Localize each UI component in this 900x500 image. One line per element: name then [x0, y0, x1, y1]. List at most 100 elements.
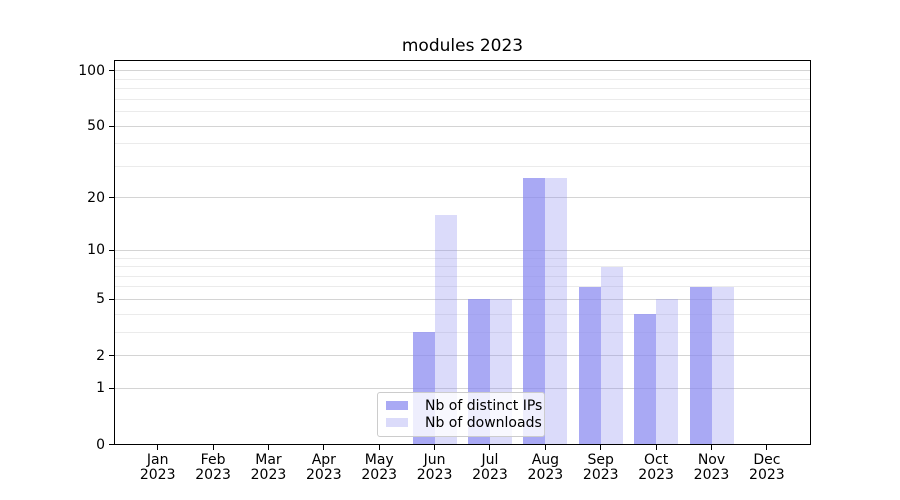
- bar-distinct-ips-aug: [523, 177, 546, 445]
- gridline-minor-80: [114, 88, 811, 90]
- x-tick-label-feb: Feb 2023: [184, 451, 242, 484]
- x-tick-label-jan: Jan 2023: [129, 451, 187, 484]
- bar-distinct-ips-oct: [634, 314, 657, 445]
- x-tick-month: Jan: [146, 451, 169, 468]
- x-tick-label-apr: Apr 2023: [295, 451, 353, 484]
- x-tick-label-mar: Mar 2023: [239, 451, 297, 484]
- gridline-minor-70: [114, 98, 811, 100]
- x-tick-oct: [655, 444, 657, 450]
- bars-layer: [114, 60, 811, 445]
- y-tick-label-10: 10: [87, 242, 105, 259]
- x-tick-label-nov: Nov 2023: [683, 451, 741, 484]
- legend-item-distinct-ips: Nb of distinct IPs: [378, 397, 544, 414]
- y-tick-20: [109, 197, 114, 199]
- gridline-minor-6: [114, 286, 811, 288]
- x-tick-year: 2023: [527, 467, 564, 483]
- x-tick-feb: [212, 444, 214, 450]
- chart-title: modules 2023: [401, 36, 524, 56]
- x-tick-year: 2023: [306, 467, 342, 483]
- x-tick-label-may: May 2023: [350, 451, 408, 484]
- bar-downloads-sep: [600, 266, 623, 445]
- x-tick-year: 2023: [693, 467, 730, 483]
- y-tick-5: [109, 298, 114, 300]
- x-tick-label-aug: Aug 2023: [516, 451, 574, 484]
- x-tick-year: 2023: [195, 467, 231, 483]
- y-tick-100: [109, 70, 114, 72]
- x-tick-label-jul: Jul 2023: [461, 451, 519, 484]
- y-tick-label-1: 1: [96, 380, 105, 397]
- x-tick-month: Dec: [753, 451, 781, 468]
- bar-downloads-oct: [656, 299, 679, 445]
- bar-downloads-aug: [545, 177, 568, 445]
- gridline-major-100: [114, 70, 811, 72]
- legend: Nb of distinct IPs Nb of downloads: [377, 392, 545, 437]
- legend-swatch-distinct-ips: [386, 400, 408, 411]
- gridline-major-20: [114, 197, 811, 199]
- x-tick-aug: [544, 444, 546, 450]
- y-tick-50: [109, 125, 114, 127]
- x-tick-label-oct: Oct 2023: [627, 451, 685, 484]
- y-tick-10: [109, 249, 114, 251]
- x-tick-month: Apr: [311, 451, 336, 468]
- gridline-major-2: [114, 355, 811, 357]
- x-tick-year: 2023: [250, 467, 287, 483]
- x-tick-jul: [489, 444, 491, 450]
- y-tick-label-0: 0: [96, 436, 105, 453]
- x-tick-sep: [600, 444, 602, 450]
- x-tick-jun: [434, 444, 436, 450]
- y-tick-label-5: 5: [96, 291, 105, 308]
- x-tick-year: 2023: [416, 467, 453, 483]
- gridline-minor-60: [114, 111, 811, 113]
- gridline-minor-7: [114, 275, 811, 277]
- x-tick-year: 2023: [139, 467, 176, 483]
- gridline-minor-8: [114, 266, 811, 268]
- legend-item-downloads: Nb of downloads: [378, 414, 544, 431]
- plot-area: [114, 59, 811, 445]
- x-tick-month: Mar: [255, 451, 282, 468]
- x-tick-label-jun: Jun 2023: [406, 451, 464, 484]
- x-tick-dec: [766, 444, 768, 450]
- x-tick-year: 2023: [361, 467, 398, 483]
- x-tick-month: Feb: [200, 451, 226, 468]
- bar-distinct-ips-nov: [689, 286, 712, 445]
- y-tick-label-100: 100: [78, 62, 105, 79]
- x-tick-year: 2023: [582, 467, 619, 483]
- y-tick-label-20: 20: [87, 189, 105, 206]
- gridline-minor-40: [114, 143, 811, 145]
- x-tick-month: Nov: [697, 451, 726, 468]
- x-tick-year: 2023: [472, 467, 508, 483]
- x-tick-label-sep: Sep 2023: [572, 451, 630, 484]
- bar-downloads-jun: [434, 215, 457, 445]
- gridline-major-1: [114, 387, 811, 389]
- gridlines-layer: [114, 60, 811, 445]
- x-tick-may: [378, 444, 380, 450]
- y-tick-label-50: 50: [87, 118, 105, 135]
- gridline-minor-9: [114, 257, 811, 259]
- gridline-major-50: [114, 125, 811, 127]
- legend-label-distinct-ips: Nb of distinct IPs: [425, 397, 543, 414]
- x-tick-mar: [267, 444, 269, 450]
- y-tick-0: [109, 444, 114, 445]
- x-tick-nov: [711, 444, 712, 450]
- x-tick-apr: [323, 444, 325, 450]
- x-tick-month: Sep: [587, 451, 614, 468]
- y-tick-1: [109, 387, 114, 389]
- legend-swatch-downloads: [386, 417, 408, 428]
- x-tick-month: Oct: [644, 451, 669, 468]
- x-tick-year: 2023: [749, 467, 785, 483]
- bar-distinct-ips-sep: [578, 286, 601, 445]
- x-tick-month: May: [364, 451, 394, 468]
- y-tick-2: [109, 355, 114, 357]
- x-tick-jan: [157, 444, 159, 450]
- x-tick-month: Jun: [423, 451, 446, 468]
- gridline-major-5: [114, 298, 811, 300]
- x-tick-month: Jul: [481, 451, 499, 468]
- x-tick-month: Aug: [531, 451, 560, 468]
- gridline-minor-90: [114, 78, 811, 80]
- gridline-major-10: [114, 249, 811, 251]
- x-tick-year: 2023: [638, 467, 674, 483]
- y-tick-label-2: 2: [96, 347, 105, 364]
- legend-label-downloads: Nb of downloads: [425, 414, 542, 431]
- gridline-minor-30: [114, 165, 811, 167]
